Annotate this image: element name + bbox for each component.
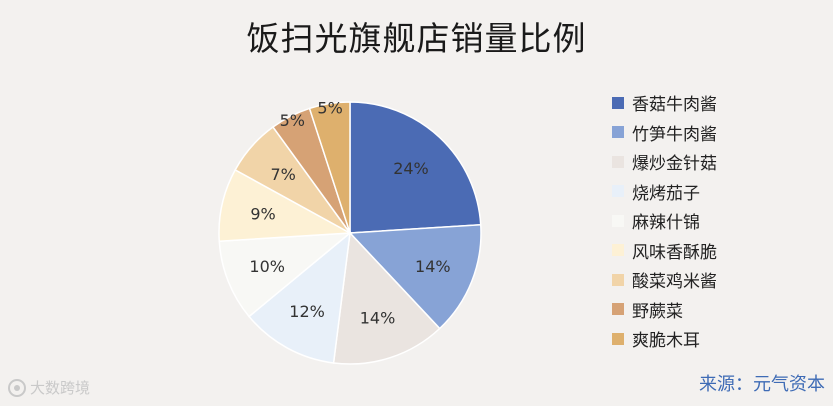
- legend-swatch: [612, 185, 624, 198]
- pie-slice-label-1: 24%: [393, 159, 429, 178]
- pie-slice-label-8: 5%: [280, 111, 305, 130]
- watermark: 大数跨境: [8, 377, 90, 398]
- legend-item: 麻辣什锦: [612, 206, 717, 236]
- legend-label: 爽脆木耳: [632, 331, 700, 352]
- legend-label: 风味香酥脆: [632, 242, 717, 263]
- pie-slice-label-3: 14%: [360, 309, 396, 328]
- watermark-text: 大数跨境: [30, 379, 91, 397]
- pie-slice-label-6: 9%: [250, 205, 275, 224]
- legend-label: 香菇牛肉酱: [632, 95, 717, 116]
- legend-swatch: [612, 155, 624, 168]
- legend-swatch: [612, 244, 624, 257]
- legend-label: 爆炒金针菇: [632, 154, 717, 175]
- legend-item: 香菇牛肉酱: [612, 88, 717, 118]
- legend-item: 风味香酥脆: [612, 236, 717, 266]
- legend-label: 竹笋牛肉酱: [632, 124, 717, 145]
- pie-slice-3: [332, 231, 441, 365]
- pie-slice-2: [348, 223, 482, 330]
- legend-label: 酸菜鸡米酱: [632, 272, 717, 293]
- legend-item: 爆炒金针菇: [612, 147, 717, 177]
- pie-slice-label-7: 7%: [270, 165, 295, 184]
- legend-swatch: [612, 126, 624, 139]
- watermark-logo-icon: [8, 378, 26, 397]
- legend-item: 野蕨菜: [612, 295, 717, 325]
- pie-slice-label-4: 12%: [289, 302, 325, 321]
- legend-swatch: [612, 332, 624, 345]
- legend-label: 野蕨菜: [632, 301, 683, 322]
- legend-item: 爽脆木耳: [612, 324, 717, 354]
- source-note: 来源：元气资本: [699, 374, 825, 395]
- legend-swatch: [612, 273, 624, 286]
- pie-slice-1: [349, 101, 482, 234]
- legend-item: 烧烤茄子: [612, 177, 717, 207]
- legend-swatch: [612, 303, 624, 316]
- legend-item: 酸菜鸡米酱: [612, 265, 717, 295]
- chart-legend: 香菇牛肉酱竹笋牛肉酱爆炒金针菇烧烤茄子麻辣什锦风味香酥脆酸菜鸡米酱野蕨菜爽脆木耳: [612, 88, 717, 354]
- legend-swatch: [612, 96, 624, 109]
- pie-slice-label-9: 5%: [317, 98, 342, 117]
- legend-item: 竹笋牛肉酱: [612, 118, 717, 148]
- pie-slice-4: [248, 231, 351, 364]
- legend-swatch: [612, 214, 624, 227]
- pie-slice-label-5: 10%: [249, 257, 285, 276]
- chart-title: 饭扫光旗舰店销量比例: [246, 19, 587, 58]
- pie-slice-5: [218, 232, 353, 318]
- pie-slice-9: [308, 101, 351, 234]
- pie-slice-label-2: 14%: [415, 257, 451, 276]
- legend-label: 麻辣什锦: [632, 213, 700, 234]
- legend-label: 烧烤茄子: [632, 183, 700, 204]
